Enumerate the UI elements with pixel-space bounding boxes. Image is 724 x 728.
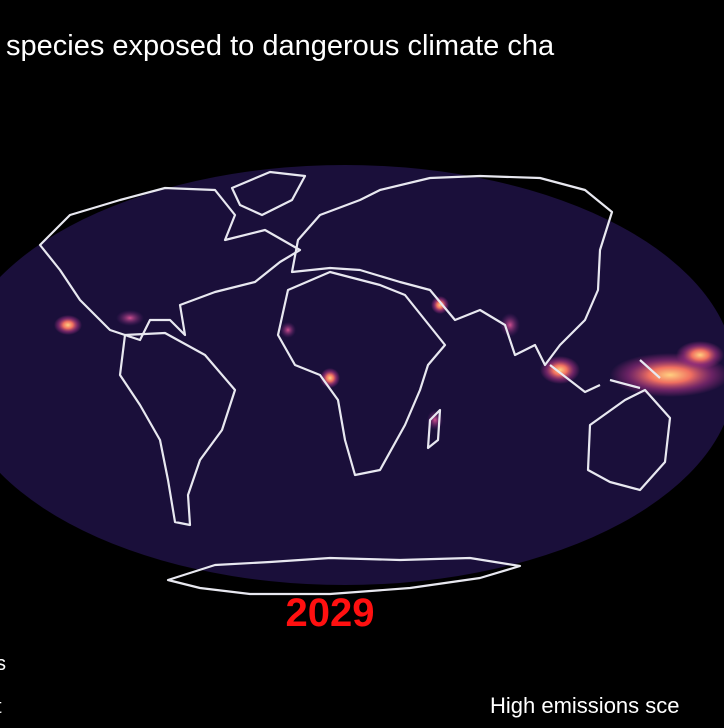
antarctica <box>166 556 522 596</box>
hotspots <box>54 296 724 430</box>
hotspot <box>540 356 580 384</box>
madagascar <box>426 408 442 450</box>
greenland <box>230 170 307 217</box>
hotspot <box>431 296 449 314</box>
hotspot <box>116 310 144 326</box>
north-america <box>38 186 302 342</box>
title: species exposed to dangerous climate cha <box>6 30 555 62</box>
scenario-label: High emissions sce <box>490 693 680 718</box>
south-america <box>118 331 237 527</box>
year-label: 2029 <box>286 591 375 635</box>
hotspot <box>54 315 82 335</box>
left-fragment: t <box>0 696 2 718</box>
indonesia <box>549 359 661 394</box>
hotspot <box>676 341 724 369</box>
coastlines <box>38 170 672 596</box>
hotspot <box>500 313 520 337</box>
africa <box>276 270 447 477</box>
globe <box>0 165 724 585</box>
left-fragment: s <box>0 653 6 675</box>
hotspot <box>280 322 296 338</box>
australia <box>586 388 672 492</box>
eurasia <box>290 174 614 367</box>
